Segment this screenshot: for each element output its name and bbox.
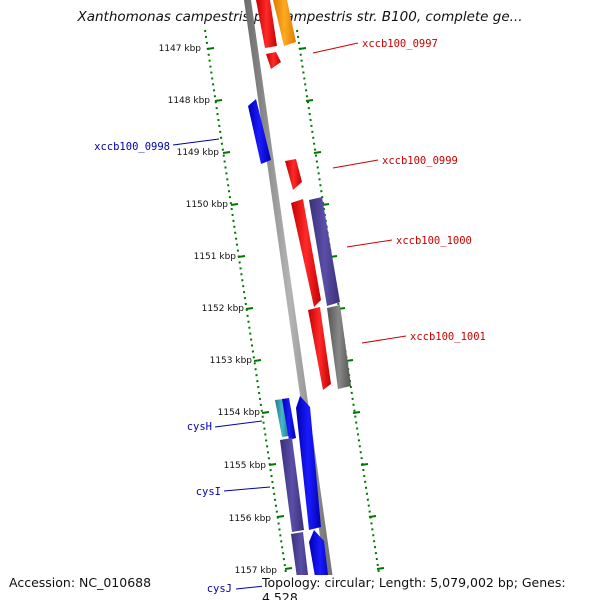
gene-feature[interactable] [296, 396, 321, 530]
scale-label: 1147 kbp [159, 44, 202, 54]
scale-label: 1155 kbp [224, 461, 267, 471]
scale-label: 1151 kbp [194, 252, 237, 262]
scale-label: 1152 kbp [202, 304, 245, 314]
label-leaders [172, 42, 407, 590]
pseudo-feature[interactable] [327, 305, 351, 389]
scale-labels: 1147 kbp 1148 kbp 1149 kbp 1150 kbp 1151… [159, 44, 278, 576]
cds-feature[interactable] [309, 197, 340, 306]
scale-label: 1154 kbp [218, 408, 261, 418]
gene-feature[interactable] [266, 52, 281, 69]
gene-label[interactable]: xccb100_1000 [396, 235, 472, 247]
scale-label: 1149 kbp [177, 148, 220, 158]
genome-summary-text: Topology: circular; Length: 5,079,002 bp… [262, 575, 600, 600]
scale-label: 1156 kbp [229, 514, 272, 524]
scale-label: 1148 kbp [168, 96, 211, 106]
gene-feature[interactable] [282, 398, 296, 440]
ruler-left [204, 29, 291, 600]
gene-label[interactable]: xccb100_0999 [382, 155, 458, 167]
gene-label[interactable]: xccb100_0998 [94, 141, 170, 153]
gene-label[interactable]: xccb100_1001 [410, 331, 486, 343]
gene-label[interactable]: cysI [196, 486, 221, 498]
gene-feature[interactable] [285, 159, 302, 190]
scale-label: 1150 kbp [186, 200, 229, 210]
gene-feature[interactable] [275, 399, 289, 437]
gene-label[interactable]: cysH [187, 421, 212, 433]
gene-feature[interactable] [308, 307, 331, 390]
map-title: Xanthomonas campestris pv. campestris st… [77, 9, 523, 25]
ruler-ticks [206, 47, 385, 570]
scale-label: 1157 kbp [235, 566, 278, 576]
gene-label[interactable]: cysJ [207, 583, 232, 595]
gene-feature[interactable] [291, 199, 321, 307]
gene-feature[interactable] [273, 0, 296, 46]
cds-feature[interactable] [280, 438, 304, 532]
gene-labels: xccb100_0997 xccb100_0998 xccb100_0999 x… [94, 38, 486, 595]
scale-label: 1153 kbp [210, 356, 253, 366]
gene-feature[interactable] [256, 0, 277, 48]
forward-strand-features [256, 0, 351, 600]
accession-text: Accession: NC_010688 [9, 575, 152, 590]
reverse-strand-features [248, 99, 311, 600]
gene-feature[interactable] [248, 99, 271, 164]
gene-label[interactable]: xccb100_0997 [362, 38, 438, 50]
